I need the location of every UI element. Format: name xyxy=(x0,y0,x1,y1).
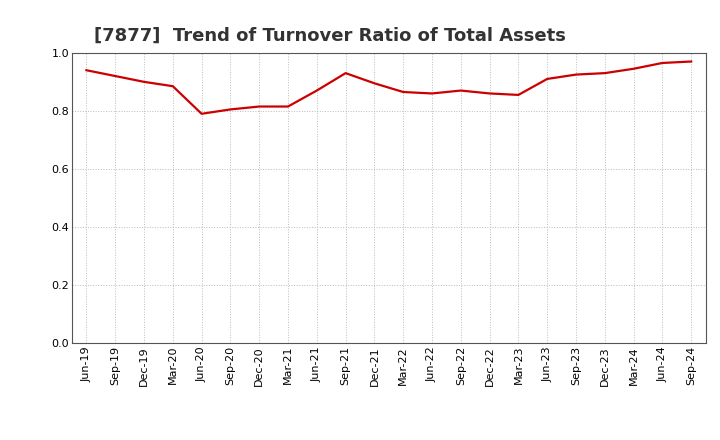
Text: [7877]  Trend of Turnover Ratio of Total Assets: [7877] Trend of Turnover Ratio of Total … xyxy=(94,26,565,44)
